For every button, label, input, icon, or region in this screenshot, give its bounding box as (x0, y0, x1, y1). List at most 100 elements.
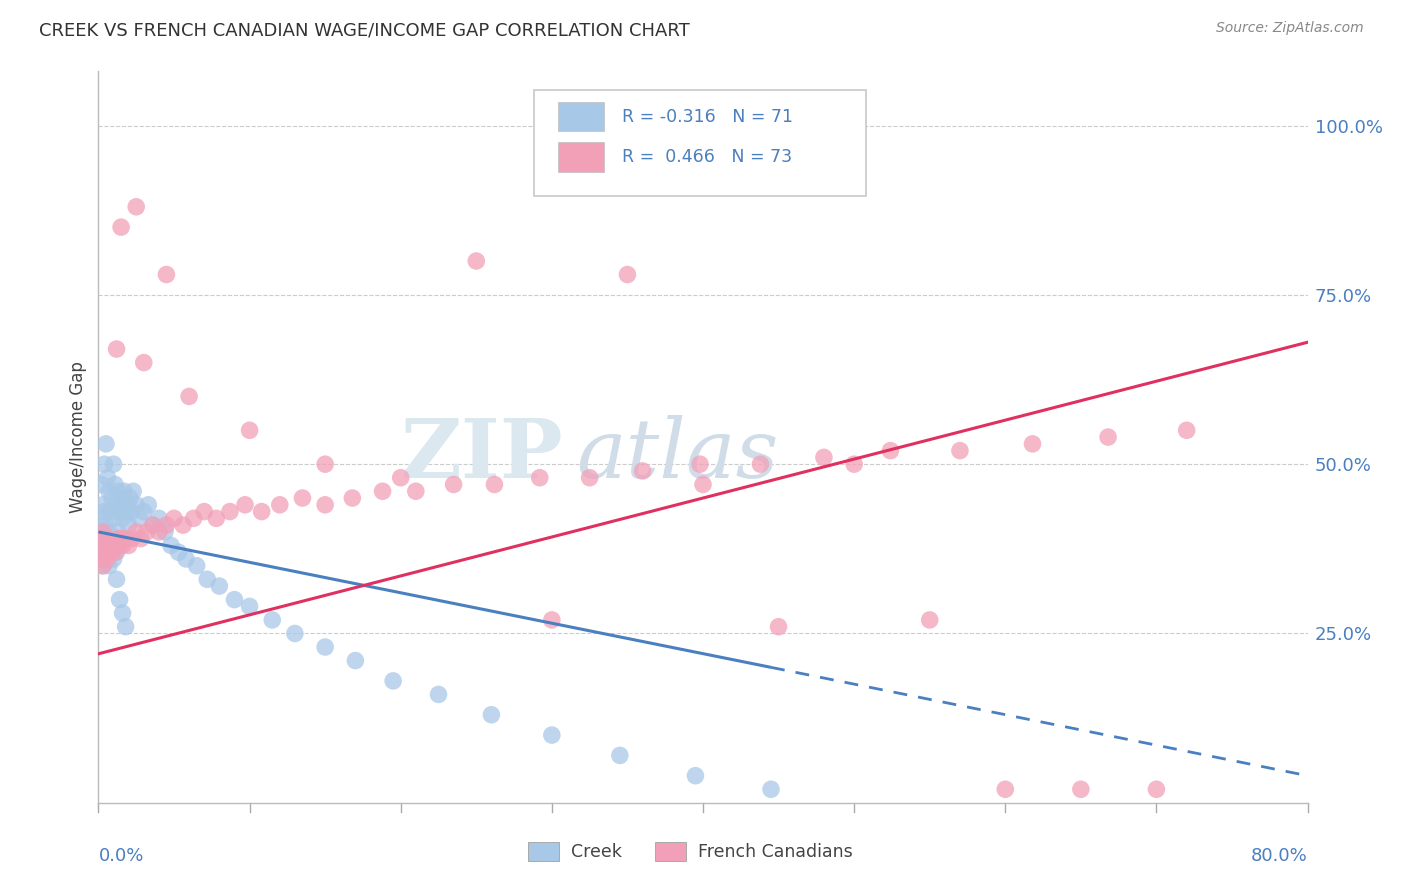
Point (179, 389, 201, 403)
Point (389, 471, 412, 485)
Point (918, 613, 941, 627)
Point (129, 532, 152, 546)
Point (344, 654, 367, 668)
Point (118, 538, 141, 552)
Point (692, 477, 714, 491)
Point (96, 471, 118, 485)
Point (91, 558, 114, 573)
Point (100, 545, 122, 559)
Point (103, 511, 125, 525)
Point (314, 498, 336, 512)
Point (219, 505, 242, 519)
Point (121, 505, 143, 519)
Point (107, 532, 129, 546)
Point (291, 491, 314, 505)
Point (689, 457, 711, 471)
Point (93, 545, 115, 559)
Point (104, 477, 127, 491)
Point (578, 471, 600, 485)
Point (813, 450, 835, 465)
Point (224, 592, 246, 607)
Point (96, 552, 118, 566)
Point (314, 457, 336, 471)
Point (121, 532, 143, 546)
Point (103, 538, 125, 552)
Point (132, 355, 155, 369)
Point (103, 552, 125, 566)
Point (108, 592, 131, 607)
Y-axis label: Wage/Income Gap: Wage/Income Gap (69, 361, 87, 513)
Point (91, 498, 114, 512)
Point (172, 518, 194, 533)
Point (1175, 423, 1198, 437)
Point (98, 538, 121, 552)
Point (1021, 437, 1043, 451)
Point (96, 538, 118, 552)
Point (427, 688, 450, 702)
Point (98, 524, 121, 539)
Point (174, 552, 197, 566)
Point (135, 524, 157, 539)
Point (540, 613, 562, 627)
Point (100, 505, 122, 519)
Point (186, 558, 208, 573)
Point (132, 505, 155, 519)
Point (89, 511, 111, 525)
Point (1144, 782, 1167, 797)
Text: R =  0.466   N = 73: R = 0.466 N = 73 (621, 148, 792, 166)
Point (105, 538, 128, 552)
Point (136, 498, 159, 512)
Point (94, 437, 117, 451)
Point (120, 491, 142, 505)
Point (105, 545, 128, 559)
Text: 0.0%: 0.0% (98, 847, 143, 864)
Point (114, 620, 136, 634)
Point (105, 572, 128, 586)
Point (484, 477, 506, 491)
Point (540, 728, 562, 742)
Point (481, 707, 503, 722)
Point (101, 491, 124, 505)
Point (949, 443, 972, 458)
Point (250, 505, 273, 519)
Point (239, 599, 262, 614)
Point (110, 220, 132, 235)
Point (125, 524, 148, 539)
Text: 80.0%: 80.0% (1251, 847, 1308, 864)
Point (148, 511, 170, 525)
FancyBboxPatch shape (655, 842, 686, 862)
Point (148, 524, 170, 539)
Point (529, 471, 551, 485)
Point (91, 532, 114, 546)
Point (183, 511, 205, 525)
Point (616, 268, 638, 282)
Point (107, 484, 129, 499)
Point (90, 477, 112, 491)
Point (193, 505, 215, 519)
Point (115, 498, 138, 512)
Point (405, 484, 427, 499)
Point (443, 477, 465, 491)
Point (100, 538, 122, 552)
Point (1097, 430, 1119, 444)
Point (125, 498, 148, 512)
Point (111, 606, 134, 620)
Text: French Canadians: French Canadians (699, 843, 853, 861)
Point (155, 518, 177, 533)
Point (98, 545, 121, 559)
Point (94, 518, 117, 533)
Point (98, 484, 121, 499)
Point (107, 524, 129, 539)
Point (195, 572, 218, 586)
Point (128, 511, 150, 525)
Point (125, 200, 148, 214)
Point (208, 579, 231, 593)
Point (122, 484, 145, 499)
Point (167, 545, 190, 559)
Point (105, 498, 128, 512)
Point (111, 511, 134, 525)
Point (239, 423, 262, 437)
Text: CREEK VS FRENCH CANADIAN WAGE/INCOME GAP CORRELATION CHART: CREEK VS FRENCH CANADIAN WAGE/INCOME GAP… (39, 21, 690, 39)
Point (90, 538, 112, 552)
Text: Source: ZipAtlas.com: Source: ZipAtlas.com (1216, 21, 1364, 36)
